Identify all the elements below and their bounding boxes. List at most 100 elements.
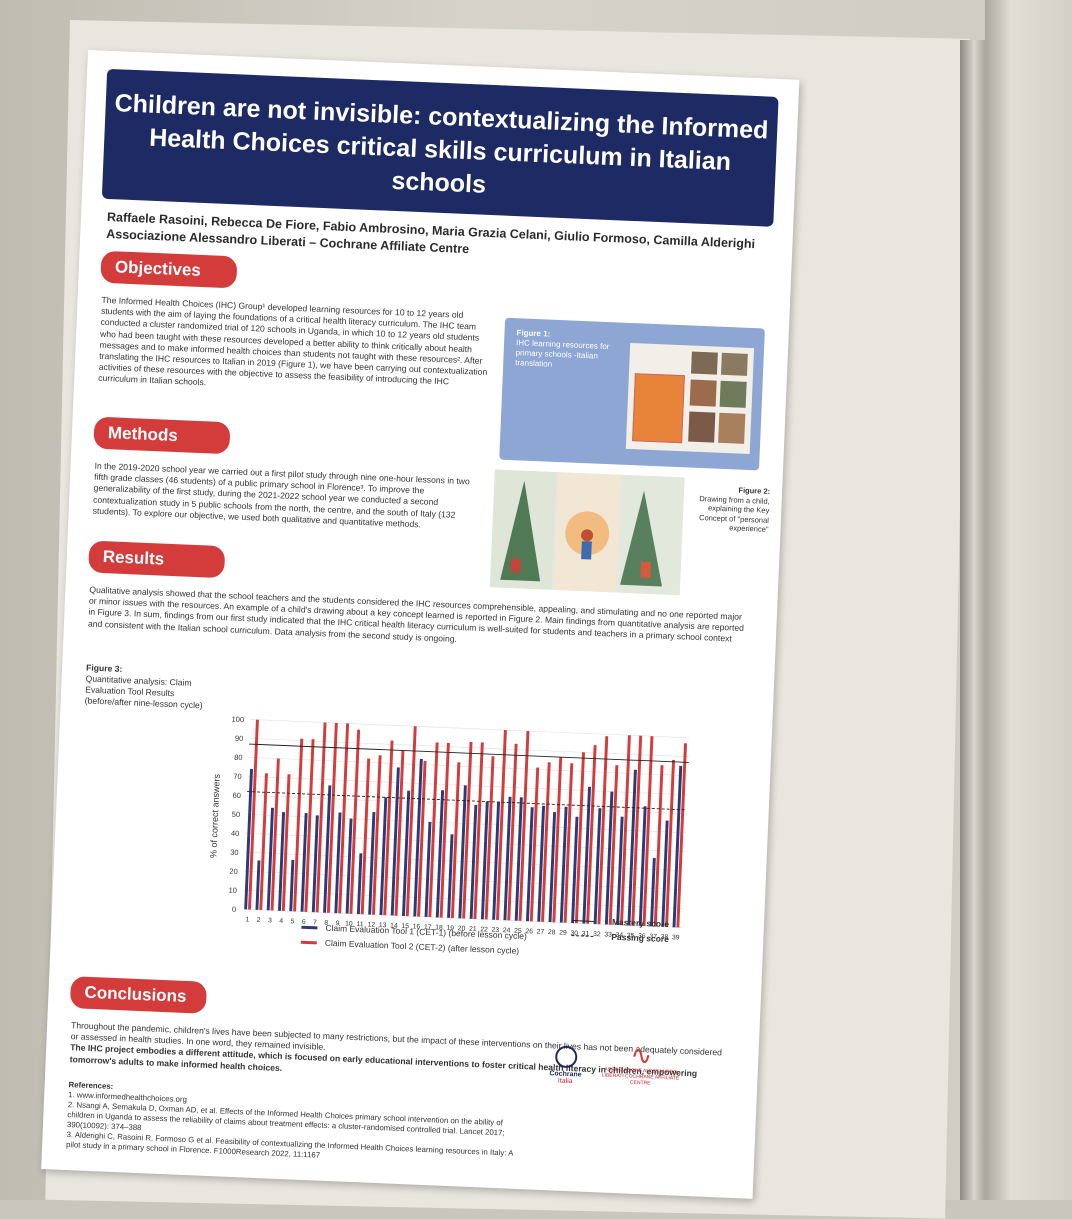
bar-cet1 — [604, 791, 614, 925]
ihc-book-image — [625, 342, 755, 455]
chart-bars — [244, 719, 688, 928]
x-tick-label: 35 — [627, 932, 635, 939]
bar-cet1 — [424, 821, 432, 917]
bar-cet1 — [435, 790, 445, 918]
comic-panel — [689, 379, 717, 407]
bar-cet1 — [469, 804, 478, 919]
bar-cet2 — [541, 762, 551, 922]
x-tick-label: 13 — [379, 922, 387, 929]
bar-cet1 — [537, 805, 546, 922]
chart-gridlines — [242, 719, 690, 928]
bar-cet1 — [638, 806, 647, 926]
comic-panel — [690, 351, 718, 375]
x-tick-label: 12 — [367, 921, 375, 928]
y-axis-label: % of correct answers — [208, 773, 222, 858]
bar-cet2 — [372, 755, 382, 915]
bar-cet2 — [450, 762, 461, 919]
bar-cet2 — [315, 722, 327, 913]
bar-cet2 — [518, 730, 530, 921]
x-tick-label: 20 — [458, 925, 466, 932]
gridline — [247, 775, 688, 796]
x-tick-label: 5 — [290, 918, 294, 925]
child-drawing-image — [489, 469, 685, 596]
mastery-score-line — [249, 743, 689, 763]
x-tick-label: 2 — [257, 917, 261, 924]
liberati-logo-text: ASSOCIAZIONE ALESSANDRO LIBERATI COCHRAN… — [601, 1066, 680, 1087]
y-tick-label: 0 — [232, 905, 237, 914]
x-tick-label: 37 — [649, 933, 657, 940]
figure-2-caption: Drawing from a child, explaining the Key… — [698, 493, 770, 534]
y-tick-label: 80 — [234, 753, 243, 762]
legend-solid-line — [571, 920, 594, 923]
x-tick-label: 16 — [413, 923, 421, 930]
bar-cet2 — [405, 726, 417, 917]
y-tick-label: 90 — [235, 734, 244, 743]
research-poster: Children are not invisible: contextualiz… — [41, 50, 800, 1199]
section-conclusions: Conclusions — [69, 976, 208, 1014]
references-block: References: 1. www.informedhealthchoices… — [66, 1080, 519, 1169]
bar-cet1 — [571, 816, 579, 924]
bar-cet2 — [428, 742, 439, 918]
bar-cet2 — [304, 739, 315, 912]
x-tick-label: 19 — [446, 925, 454, 932]
bar-cet1 — [356, 853, 363, 915]
bar-cet2 — [360, 758, 371, 915]
legend-label-mastery: Mastery score — [611, 916, 670, 930]
bar-cet2 — [653, 765, 664, 927]
bar-cet1 — [311, 815, 319, 913]
x-tick-label: 10 — [345, 921, 353, 928]
chart-reference-lines — [247, 743, 689, 811]
bar-cet2 — [383, 740, 394, 916]
x-tick-label: 38 — [660, 934, 668, 941]
gridline — [244, 851, 685, 872]
bar-cet2 — [507, 743, 518, 921]
bar-cet1 — [661, 820, 669, 927]
x-tick-label: 11 — [356, 921, 364, 928]
x-tick-label: 15 — [401, 923, 409, 930]
bar-cet2 — [597, 736, 609, 925]
x-tick-label: 29 — [559, 930, 567, 937]
bar-cet1 — [323, 785, 332, 913]
gridline — [243, 870, 684, 891]
liberati-association-logo: ∿ ASSOCIAZIONE ALESSANDRO LIBERATI COCHR… — [595, 1040, 687, 1088]
bar-cet1 — [582, 786, 592, 924]
x-tick-label: 34 — [615, 932, 623, 939]
bar-cet2 — [631, 735, 643, 926]
bar-cet1 — [278, 811, 286, 911]
legend-swatch-red — [300, 940, 317, 945]
x-tick-label: 22 — [480, 926, 488, 933]
x-tick-label: 17 — [424, 924, 432, 931]
comic-panel — [719, 380, 747, 408]
legend-dashed-line — [571, 935, 594, 938]
x-tick-label: 14 — [390, 922, 398, 929]
bar-cet1 — [289, 859, 295, 912]
bar-cet2 — [417, 760, 427, 917]
methods-text: In the 2019-2020 school year we carried … — [92, 460, 470, 530]
comic-panel — [720, 352, 748, 376]
bar-cet2 — [619, 735, 631, 926]
bar-cet2 — [563, 763, 574, 923]
bar-cet1 — [627, 769, 637, 926]
gridline — [242, 889, 683, 910]
figure-2-caption-block: Figure 2: Drawing from a child, explaini… — [688, 484, 770, 535]
bar-cet2 — [642, 736, 654, 927]
bar-cet2 — [608, 765, 619, 925]
x-tick-label: 6 — [302, 919, 306, 926]
bar-cet2 — [394, 750, 405, 916]
bar-cet2 — [496, 730, 507, 920]
gridline — [242, 908, 682, 928]
legend-swatch-navy — [301, 925, 318, 930]
bar-cet2 — [259, 773, 268, 911]
bar-cet2 — [281, 774, 291, 911]
figure-1-caption: IHC learning resources for primary schoo… — [515, 338, 610, 369]
passing-score-line — [247, 791, 687, 811]
cochrane-ring-icon — [554, 1045, 578, 1069]
bar-cet1 — [379, 797, 388, 916]
gridline — [249, 738, 689, 758]
bar-cet1 — [480, 801, 489, 920]
bar-cet1 — [266, 807, 274, 911]
y-tick-label: 100 — [231, 715, 244, 725]
x-tick-label: 32 — [593, 931, 601, 938]
bar-cet1 — [672, 765, 683, 928]
